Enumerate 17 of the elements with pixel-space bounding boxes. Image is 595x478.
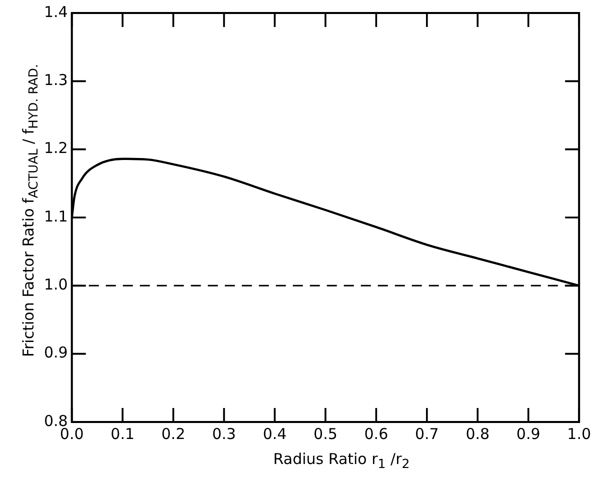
y-tick-label: 1.0 [44, 276, 68, 294]
x-tick-label: 0.7 [414, 424, 439, 443]
x-tick-label: 0.5 [314, 424, 338, 443]
x-tick-label: 0.6 [364, 424, 388, 443]
y-tick-label: 1.4 [44, 2, 68, 21]
x-tick-label: 1.0 [567, 424, 591, 443]
x-tick-label: 0.2 [161, 424, 186, 443]
x-tick-label: 0.8 [466, 424, 490, 443]
x-tick-label: 0.4 [262, 424, 287, 443]
y-tick-label: 1.2 [44, 139, 68, 158]
y-tick-label: 1.3 [44, 71, 68, 90]
y-tick-label: 0.9 [44, 344, 68, 362]
x-tick-label: 0.1 [110, 424, 135, 443]
x-axis-title: Radius Ratio r$_{1}$ /r$_{2}$ [272, 450, 411, 471]
x-tick-label: 0.3 [212, 424, 236, 443]
y-tick-label: 1.1 [44, 207, 68, 226]
x-tick-label: 0.9 [516, 424, 540, 443]
